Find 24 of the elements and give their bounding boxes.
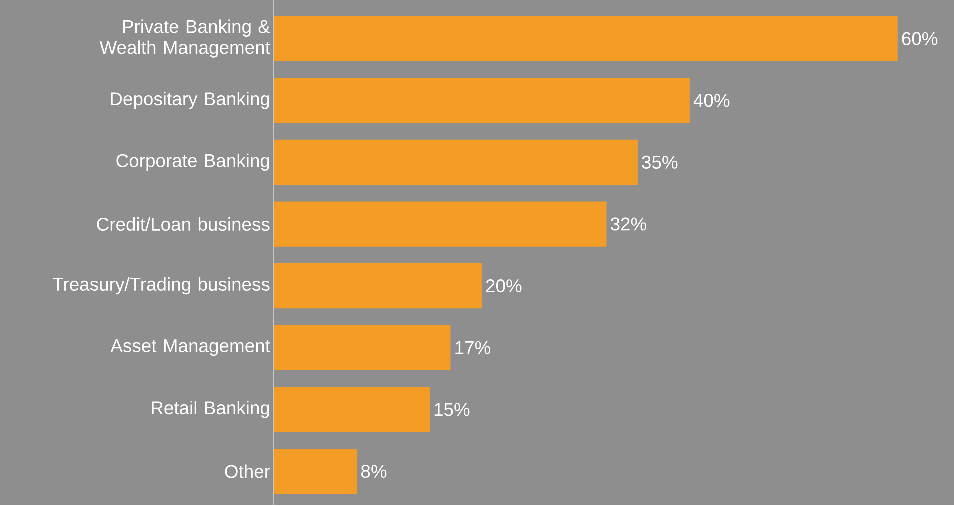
y-tick-label: Treasury/Trading business [53, 277, 270, 295]
bar [274, 16, 898, 62]
y-tick-label: Corporate Banking [116, 154, 270, 172]
bar [274, 78, 690, 124]
data-label: 40% [694, 94, 730, 108]
y-tick-label: Retail Banking [152, 401, 270, 418]
bar [274, 448, 358, 494]
data-label: 32% [610, 218, 646, 231]
bar [274, 387, 430, 432]
bar [274, 202, 607, 247]
y-tick-label: Other [225, 464, 270, 478]
bar [274, 325, 451, 370]
data-label: 20% [486, 280, 522, 293]
data-label: 35% [642, 156, 678, 169]
y-tick-label: Credit/Loan business [97, 217, 270, 232]
data-label: 60% [902, 32, 938, 46]
y-tick-label: Asset Management [110, 340, 270, 356]
data-label: 15% [434, 403, 470, 416]
y-tick-label: Private Banking & Wealth Management [100, 20, 270, 58]
y-tick-label: Depositary Banking [111, 92, 270, 110]
bar [274, 140, 638, 186]
data-label: 8% [362, 464, 387, 478]
data-label: 17% [456, 341, 491, 354]
bar [274, 264, 482, 309]
